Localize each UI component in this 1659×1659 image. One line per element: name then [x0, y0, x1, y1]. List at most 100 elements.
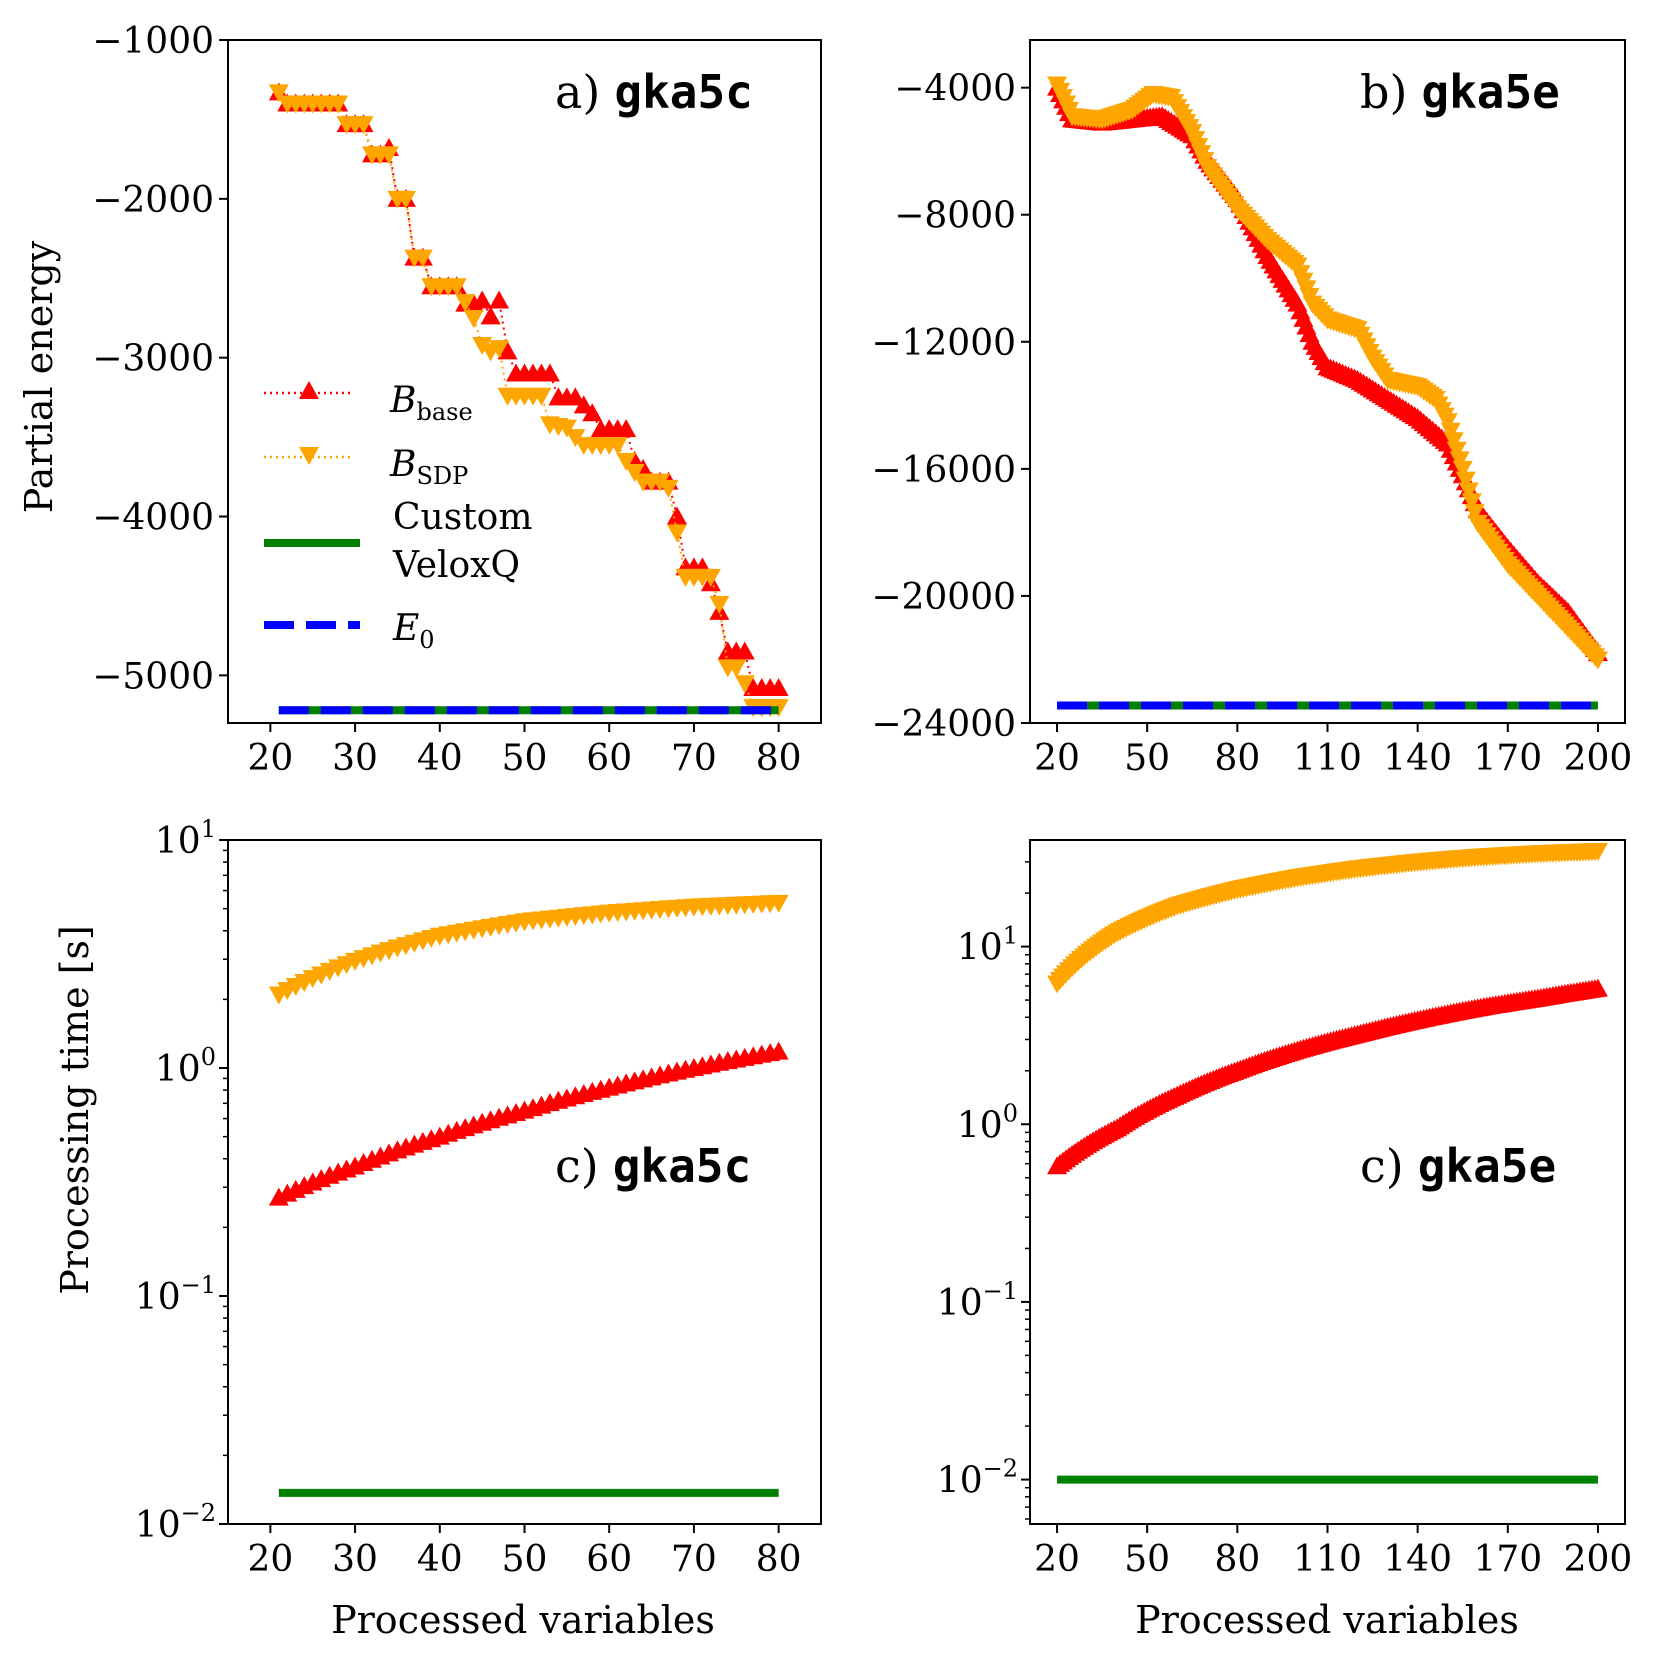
- marker-b-sdp: [700, 568, 721, 587]
- marker-b-base: [734, 641, 755, 660]
- legend-b-base-label: B: [389, 380, 416, 421]
- marker-b-sdp: [1452, 460, 1473, 479]
- x-tick-label: 80: [756, 1539, 802, 1580]
- marker-b-sdp: [556, 419, 577, 438]
- y-tick-label: −4000: [894, 69, 1016, 110]
- legend-b-sdp-sub: SDP: [416, 462, 468, 490]
- marker-b-sdp: [1446, 441, 1467, 460]
- marker-b-sdp: [709, 595, 730, 614]
- svg-text:E0: E0: [392, 608, 435, 654]
- marker-b-base: [489, 290, 510, 309]
- marker-b-sdp: [666, 524, 687, 543]
- marker-b-sdp: [455, 294, 476, 313]
- panel-c-gka5c-time: 20 30 40 50 60 70 80 101 100 10−1 10−2: [135, 815, 822, 1580]
- marker-b-sdp: [378, 146, 399, 165]
- y-tick-label: 100: [957, 1099, 1018, 1146]
- x-tick-label: 80: [1214, 738, 1260, 779]
- marker-b-sdp: [624, 464, 645, 483]
- x-tick-label: 110: [1293, 738, 1362, 779]
- x-tick-label: 20: [1034, 738, 1080, 779]
- y-tick-label: 100: [155, 1043, 216, 1090]
- legend-e0-sub: 0: [419, 626, 434, 654]
- marker-b-sdp: [1443, 432, 1464, 451]
- y-tick-label: −8000: [894, 196, 1016, 237]
- y-tick-label: −24000: [871, 704, 1016, 745]
- legend-entry-b-base: Bbase: [264, 380, 473, 426]
- x-tick-label: 60: [586, 1539, 632, 1580]
- x-tick-label: 50: [502, 1539, 548, 1580]
- y-tick-label: −5000: [92, 656, 214, 697]
- y-tick-label: 10−2: [937, 1455, 1018, 1502]
- marker-b-sdp: [328, 95, 349, 114]
- ylabel-partial-energy: Partial energy: [17, 240, 61, 513]
- axes-frame: [1029, 39, 1626, 724]
- marker-b-sdp: [531, 387, 552, 406]
- marker-b-base: [565, 387, 586, 406]
- y-tick-label: −3000: [92, 339, 214, 380]
- legend-entry-e0: E0: [264, 608, 435, 654]
- x-tick-label: 70: [671, 738, 717, 779]
- marker-b-sdp: [1440, 422, 1461, 441]
- marker-b-base: [616, 419, 637, 438]
- marker-b-sdp: [1464, 504, 1485, 523]
- marker-b-sdp: [1455, 471, 1476, 490]
- marker-b-sdp: [412, 249, 433, 268]
- marker-b-base: [666, 506, 687, 525]
- x-tick-label: 110: [1293, 1539, 1362, 1580]
- x-tick-label: 70: [671, 1539, 717, 1580]
- marker-b-sdp: [1587, 843, 1608, 862]
- marker-b-sdp: [726, 659, 747, 678]
- x-tick-label: 80: [756, 738, 802, 779]
- title-b: b) gka5e: [1360, 65, 1560, 119]
- x-tick-label: 50: [502, 738, 548, 779]
- x-tick-label: 50: [1124, 1539, 1170, 1580]
- y-tick-label: −12000: [871, 323, 1016, 364]
- x-tick-label: 40: [417, 738, 463, 779]
- x-tick-label: 30: [332, 1539, 378, 1580]
- x-tick-label: 200: [1564, 1539, 1633, 1580]
- title-c: c) gka5c: [555, 1139, 751, 1193]
- x-tick-label: 20: [1034, 1539, 1080, 1580]
- marker-b-sdp: [734, 675, 755, 694]
- marker-b-sdp: [658, 479, 679, 498]
- marker-b-base: [539, 363, 560, 382]
- marker-b-sdp: [489, 340, 510, 359]
- x-tick-label: 140: [1383, 738, 1452, 779]
- marker-b-sdp: [353, 116, 374, 135]
- x-tick-label: 170: [1473, 1539, 1542, 1580]
- x-tick-label: 80: [1214, 1539, 1260, 1580]
- x-tick-label: 20: [247, 1539, 293, 1580]
- title-a: a) gka5c: [555, 65, 753, 119]
- legend-custom-label-2: VeloxQ: [392, 545, 520, 586]
- marker-b-sdp: [1437, 413, 1458, 432]
- y-tick-label: −2000: [92, 180, 214, 221]
- marker-b-sdp: [1461, 493, 1482, 512]
- x-tick-label: 200: [1564, 738, 1633, 779]
- y-tick-label: 10−1: [135, 1271, 216, 1318]
- svg-text:BSDP: BSDP: [389, 444, 468, 490]
- legend-entry-custom-veloxq: Custom VeloxQ: [264, 497, 532, 586]
- ylabel-processing-time: Processing time [s]: [53, 925, 97, 1295]
- legend-custom-label-1: Custom: [393, 497, 532, 538]
- marker-b-sdp: [616, 452, 637, 471]
- marker-b-sdp: [768, 894, 789, 913]
- marker-b-base: [1587, 978, 1608, 997]
- x-tick-label: 170: [1473, 738, 1542, 779]
- y-tick-label: 10−1: [937, 1277, 1018, 1324]
- marker-b-sdp: [268, 84, 289, 103]
- x-tick-label: 140: [1383, 1539, 1452, 1580]
- xlabel-left: Processed variables: [331, 1598, 715, 1642]
- y-tick-label: −1000: [92, 21, 214, 62]
- series-b-sdp: [268, 894, 789, 1005]
- x-tick-label: 30: [332, 738, 378, 779]
- legend-b-base-sub: base: [416, 398, 472, 426]
- legend-e0-label: E: [392, 608, 419, 649]
- y-tick-label: 10−2: [135, 1499, 216, 1546]
- xlabel-right: Processed variables: [1135, 1598, 1519, 1642]
- series-b-sdp: [1047, 843, 1608, 994]
- x-tick-label: 20: [247, 738, 293, 779]
- y-tick-label: 101: [957, 922, 1018, 969]
- marker-b-sdp: [1458, 482, 1479, 501]
- marker-b-sdp: [1587, 651, 1608, 670]
